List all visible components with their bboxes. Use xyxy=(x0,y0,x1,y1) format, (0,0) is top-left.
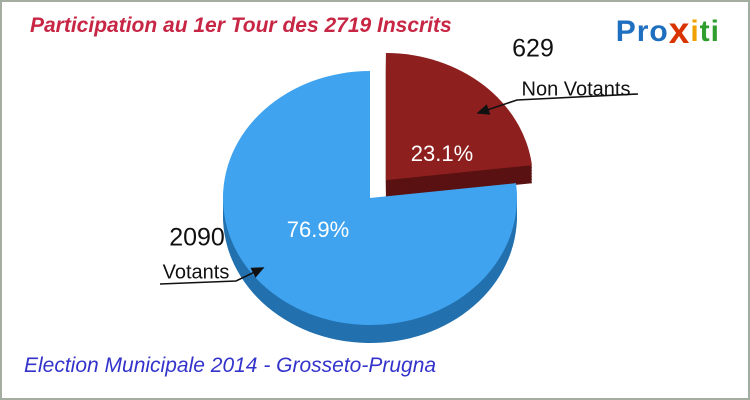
non-votants-label: Non Votants xyxy=(521,78,631,101)
logo-letter: i xyxy=(710,15,720,48)
logo-letter: x xyxy=(668,10,691,51)
proxiti-logo: Proxiti xyxy=(615,8,720,51)
chart-title: Participation au 1er Tour des 2719 Inscr… xyxy=(30,14,452,37)
non-votants-value: 629 xyxy=(512,34,554,63)
logo-letter: o xyxy=(649,15,669,48)
non-votants-callout-line xyxy=(476,93,639,115)
logo-letter: i xyxy=(690,15,700,48)
logo-letter: t xyxy=(699,15,711,48)
logo-letter: r xyxy=(636,15,650,48)
votants-label: Votants xyxy=(162,261,230,284)
votants-value: 2090 xyxy=(169,223,225,252)
election-footer: Election Municipale 2014 - Grosseto-Prug… xyxy=(24,354,437,377)
callout-lines xyxy=(159,93,639,285)
non-votants-percent-label: 23.1% xyxy=(410,141,474,166)
votants-percent-label: 76.9% xyxy=(286,217,350,242)
pie-slices xyxy=(222,53,532,344)
logo-letter: P xyxy=(615,15,637,48)
votants-callout-line xyxy=(159,267,265,285)
